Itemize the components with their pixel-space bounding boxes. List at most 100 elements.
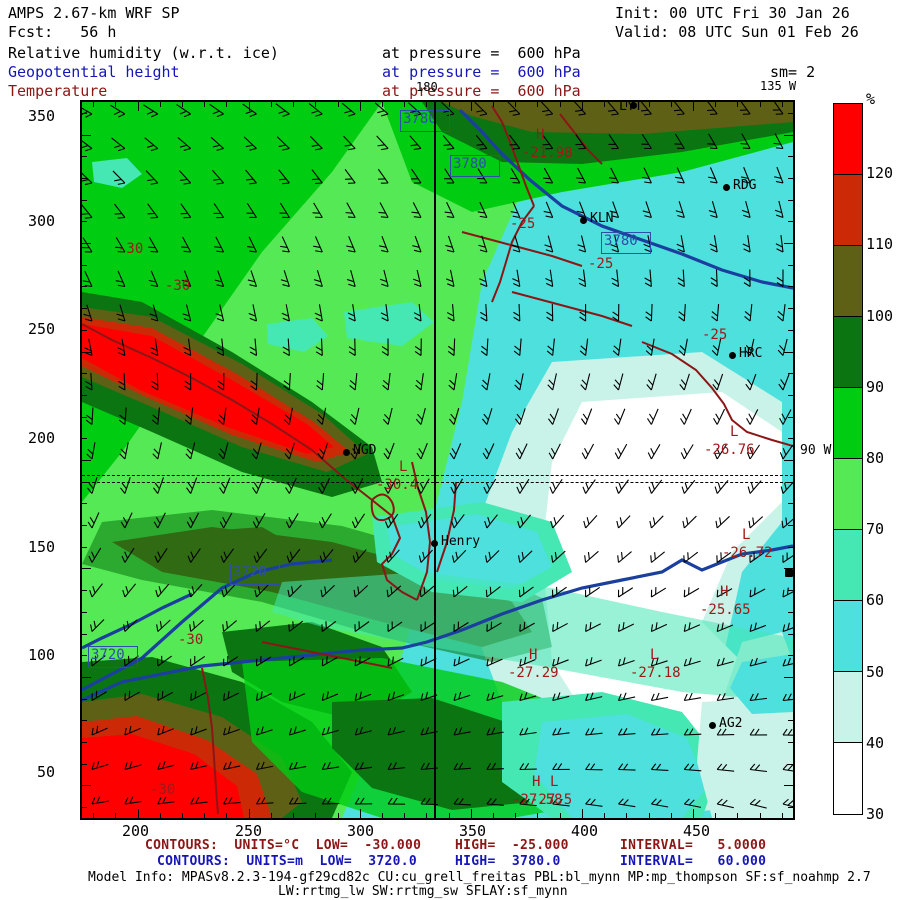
- temp-contour-label: -25: [702, 327, 728, 343]
- axis-tick: [559, 102, 561, 107]
- axis-tick: [788, 546, 793, 548]
- init-time: Init: 00 UTC Fri 30 Jan 26: [615, 4, 850, 22]
- axis-tick: [759, 813, 761, 818]
- axis-tick: [137, 102, 139, 111]
- axis-tick: [204, 813, 206, 818]
- axis-tick: [784, 243, 793, 245]
- height-label-box: [601, 232, 651, 254]
- weather-map-plot[interactable]: 3780 3780 3780 3720 3720 -30 -30 -25 -25…: [80, 100, 795, 820]
- axis-tick: [788, 807, 793, 809]
- axis-tick: [82, 785, 91, 787]
- temp-contour-label: -25: [588, 256, 614, 272]
- axis-tick: [537, 102, 539, 107]
- colorbar-band-7: [834, 601, 862, 672]
- axis-tick: [788, 633, 793, 635]
- axis-tick: [784, 134, 793, 136]
- axis-tick: [315, 813, 317, 818]
- axis-tick: [788, 720, 793, 722]
- station-marker[interactable]: [729, 352, 736, 359]
- extremum-value: -25.65: [700, 602, 751, 618]
- temp-contour-label: -30: [150, 782, 176, 798]
- axis-tick: [715, 102, 717, 107]
- axis-tick: [448, 813, 450, 818]
- field-temp-label: Temperature: [8, 82, 108, 100]
- colorbar-band-1: [834, 175, 862, 246]
- axis-tick: [337, 813, 339, 818]
- station-marker[interactable]: [630, 102, 637, 109]
- colorbar-band-4: [834, 388, 862, 459]
- colorbar-band-3: [834, 317, 862, 388]
- axis-tick: [315, 102, 317, 107]
- axis-tick: [404, 102, 406, 107]
- colorbar[interactable]: [833, 103, 863, 815]
- axis-tick: [82, 134, 91, 136]
- axis-tick: [784, 351, 793, 353]
- axis-tick: [293, 813, 295, 818]
- station-label: AG2: [719, 716, 743, 731]
- axis-tick: [537, 813, 539, 818]
- ytick-300: 300: [28, 212, 56, 230]
- axis-tick: [715, 813, 717, 818]
- axis-tick: [82, 676, 91, 678]
- station-marker[interactable]: [343, 449, 350, 456]
- axis-tick: [337, 102, 339, 107]
- station-label: Henry: [441, 534, 481, 549]
- axis-tick: [670, 102, 672, 107]
- forecast-hour: Fcst: 56 h: [8, 23, 117, 41]
- axis-tick: [788, 763, 793, 765]
- colorbar-band-9: [834, 743, 862, 814]
- axis-tick: [93, 102, 95, 107]
- axis-tick: [788, 590, 793, 592]
- axis-tick: [159, 102, 161, 107]
- xtick-200: 200: [122, 822, 150, 840]
- axis-tick: [404, 813, 406, 818]
- station-marker[interactable]: [785, 569, 793, 577]
- extremum-marker-l: L: [742, 527, 751, 543]
- axis-tick: [82, 460, 91, 461]
- ytick-250: 250: [28, 320, 56, 338]
- axis-tick: [515, 102, 517, 107]
- colorbar-tick-110: 110: [866, 235, 894, 254]
- extremum-value: -27.29: [508, 665, 559, 681]
- axis-tick: [82, 373, 87, 375]
- axis-tick: [82, 264, 87, 266]
- axis-tick: [470, 809, 472, 818]
- axis-tick: [781, 102, 783, 107]
- axis-tick: [159, 813, 161, 818]
- axis-tick: [604, 102, 606, 107]
- model-info-line-1: Model Info: MPASv8.2.3-194-gf29cd82c CU:…: [88, 870, 871, 885]
- axis-tick: [204, 102, 206, 107]
- axis-tick: [82, 525, 87, 527]
- axis-tick: [581, 809, 583, 818]
- extremum-marker-h: H: [536, 127, 545, 143]
- valid-time: Valid: 08 UTC Sun 01 Feb 26: [615, 23, 859, 41]
- axis-tick: [426, 102, 428, 107]
- axis-tick: [788, 655, 793, 657]
- colorbar-band-2: [834, 246, 862, 317]
- colorbar-band-0: [834, 104, 862, 175]
- axis-tick: [381, 102, 383, 107]
- meridian-line-180: [434, 102, 437, 818]
- axis-tick: [693, 809, 695, 818]
- contour-hgt-high: HIGH= 3780.0: [455, 854, 561, 869]
- axis-tick: [82, 546, 87, 548]
- axis-tick: [82, 807, 87, 809]
- axis-tick: [359, 809, 361, 818]
- axis-tick: [626, 102, 628, 107]
- axis-tick: [181, 813, 183, 818]
- station-marker[interactable]: [723, 184, 730, 191]
- axis-tick: [788, 329, 793, 331]
- xtick-250: 250: [235, 822, 263, 840]
- station-marker[interactable]: [709, 722, 716, 729]
- axis-tick: [670, 813, 672, 818]
- ytick-50: 50: [37, 763, 56, 781]
- colorbar-band-8: [834, 672, 862, 743]
- extremum-marker-l: L: [730, 424, 739, 440]
- relative-humidity-field: [82, 102, 793, 818]
- extremum-marker-l: L: [399, 459, 408, 475]
- station-marker[interactable]: [580, 217, 587, 224]
- axis-tick: [82, 698, 87, 700]
- axis-tick: [788, 156, 793, 158]
- contour-hgt-low: CONTOURS: UNITS=m LOW= 3720.0: [157, 854, 418, 869]
- temp-contour-label: -30: [165, 278, 191, 294]
